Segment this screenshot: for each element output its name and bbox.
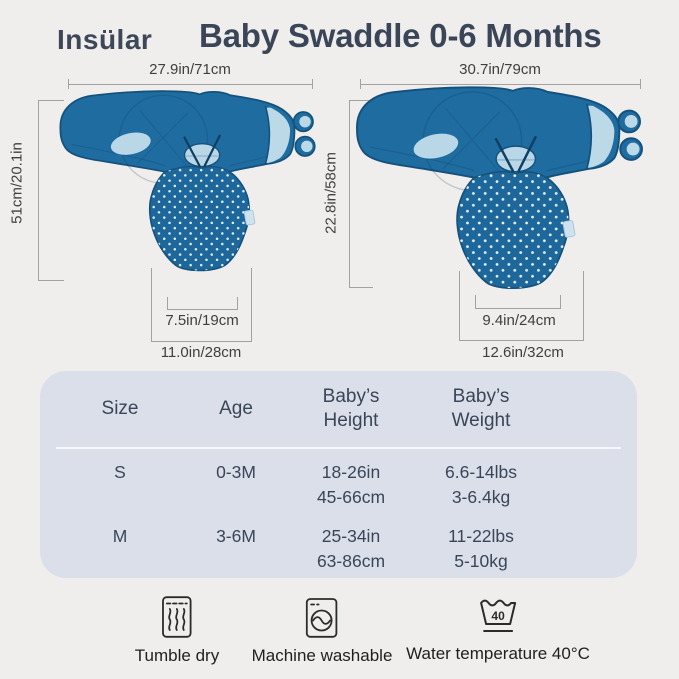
table-row: S 0-3M 18-26in 45-66cm 6.6-14lbs 3-6.4kg — [40, 460, 637, 510]
cell-weight: 6.6-14lbs 3-6.4kg — [445, 462, 517, 507]
header-age: Age — [219, 397, 253, 419]
dimension-line — [68, 84, 313, 85]
cell-age: 3-6M — [216, 525, 256, 546]
side-height-label-m: 22.8in/58cm — [322, 152, 340, 234]
dimension-line — [459, 340, 584, 341]
page-title: Baby Swaddle 0-6 Months — [199, 17, 602, 54]
cell-height: 18-26in 45-66cm — [316, 462, 386, 507]
dimension-line — [38, 100, 39, 281]
dimension-line — [167, 309, 238, 310]
dimension-tick — [237, 297, 238, 310]
water-temperature-icon: 40 — [479, 599, 516, 632]
dimension-tick — [349, 100, 373, 101]
care-item-water-temperature: 40 Water temperature 40°C — [406, 596, 590, 664]
size-chart-panel: Size Age Baby’s Height Baby’s Weight S 0… — [40, 371, 637, 578]
dimension-tick — [312, 79, 313, 89]
dimension-tick — [560, 295, 561, 309]
dimension-tick — [349, 287, 373, 288]
dimension-line — [360, 84, 641, 85]
swaddle-illustration-m — [355, 86, 644, 290]
dimension-tick — [38, 280, 64, 281]
cell-weight: 11-22lbs 5-10kg — [448, 525, 514, 571]
dimension-tick — [151, 268, 152, 342]
dimension-tick — [251, 268, 252, 342]
care-label: Machine washable — [251, 646, 393, 665]
dimension-tick — [360, 79, 361, 89]
outer-width-label-s: 11.0in/28cm — [160, 344, 242, 361]
brand-logo: Insülar — [57, 24, 153, 55]
table-divider — [56, 447, 621, 449]
dimension-tick — [459, 271, 460, 341]
dimension-tick — [475, 295, 476, 309]
inner-width-label-s: 7.5in/19cm — [165, 312, 239, 329]
tumble-dry-icon — [162, 596, 192, 638]
cell-age: 0-3M — [216, 462, 256, 482]
header-baby-weight: Baby’s Weight — [451, 385, 511, 431]
cell-size: S — [114, 462, 126, 482]
dimension-tick — [68, 79, 69, 89]
inner-width-label-m: 9.4in/24cm — [482, 312, 556, 329]
machine-washable-icon — [306, 598, 338, 638]
care-item-machine-washable: Machine washable — [251, 596, 393, 666]
header-size: Size — [101, 397, 139, 419]
dimension-tick — [167, 297, 168, 310]
dimension-tick — [640, 79, 641, 89]
dimension-line — [349, 100, 350, 288]
size-table-header-row: Size Age Baby’s Height Baby’s Weight — [40, 371, 637, 447]
header-baby-height: Baby’s Height — [322, 385, 380, 431]
care-label: Tumble dry — [134, 646, 220, 665]
table-row: M 3-6M 25-34in 63-86cm 11-22lbs 5-10kg — [40, 524, 637, 574]
top-width-label-m: 30.7in/79cm — [459, 61, 541, 78]
dimension-tick — [38, 100, 64, 101]
water-temperature-value: 40 — [491, 609, 505, 623]
dimension-line — [151, 341, 252, 342]
care-label: Water temperature 40°C — [406, 644, 590, 663]
dimension-line — [475, 308, 561, 309]
side-height-label-s: 51cm/20.1in — [8, 142, 26, 224]
swaddle-illustration-s — [59, 90, 316, 272]
top-width-label-s: 27.9in/71cm — [149, 61, 231, 78]
care-item-tumble-dry: Tumble dry — [135, 596, 219, 666]
cell-height: 25-34in 63-86cm — [316, 525, 386, 571]
cell-size: M — [112, 525, 128, 546]
outer-width-label-m: 12.6in/32cm — [482, 344, 564, 361]
dimension-tick — [583, 271, 584, 341]
